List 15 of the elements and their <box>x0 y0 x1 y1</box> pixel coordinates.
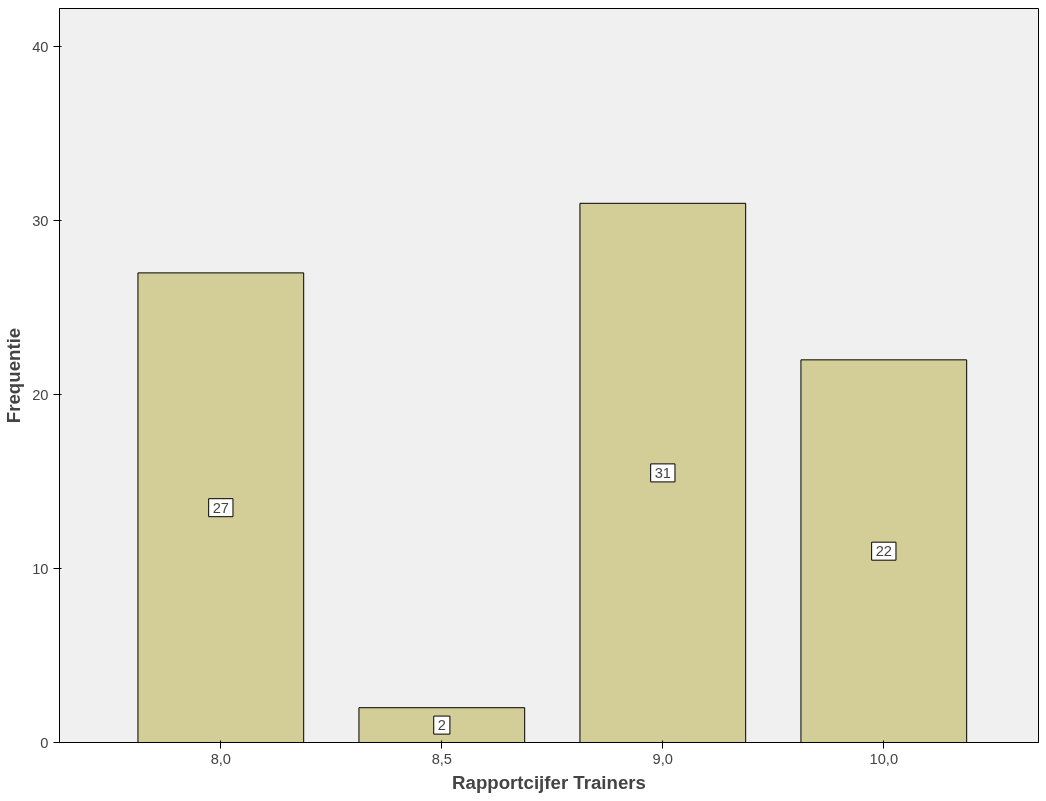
y-axis-title: Frequentie <box>3 327 25 424</box>
x-tick-label: 9,0 <box>652 750 673 767</box>
data-label: 22 <box>875 543 892 560</box>
x-axis-title: Rapportcijfer Trainers <box>452 771 646 793</box>
x-tick-label: 8,0 <box>210 750 232 767</box>
y-tick-label: 10 <box>32 560 49 577</box>
data-label: 27 <box>212 499 229 516</box>
data-label: 2 <box>437 717 446 734</box>
y-tick-label: 20 <box>32 386 49 403</box>
y-tick-label: 30 <box>32 212 49 229</box>
data-label: 31 <box>654 464 671 481</box>
x-tick-label: 10,0 <box>869 750 899 767</box>
y-tick-label: 40 <box>32 38 49 55</box>
y-tick-label: 0 <box>40 734 49 751</box>
x-tick-label: 8,5 <box>431 750 453 767</box>
